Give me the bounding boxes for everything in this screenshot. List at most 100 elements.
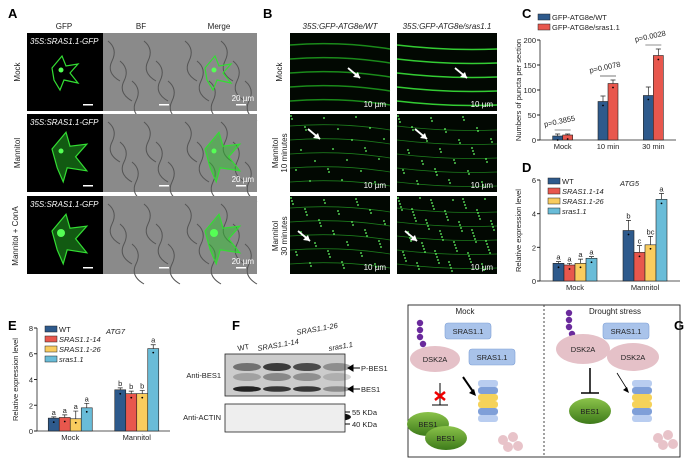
puncta — [351, 139, 353, 141]
cell-outline — [119, 141, 133, 183]
puncta — [483, 269, 485, 271]
error-bar — [578, 258, 583, 264]
puncta — [401, 209, 403, 211]
data-point — [627, 233, 630, 236]
cell-outline — [119, 60, 133, 102]
puncta — [327, 168, 329, 170]
scale-bar — [159, 185, 169, 187]
y-axis-label: Relative expression level — [514, 189, 523, 272]
puncta — [383, 138, 385, 140]
protein-label: SRAS1.1 — [477, 353, 508, 362]
p-value: p=0.0078 — [589, 60, 622, 75]
data-point — [647, 98, 650, 101]
ubiquitin-chain — [416, 326, 424, 334]
puncta — [451, 270, 453, 272]
cell-outline — [184, 203, 198, 245]
puncta — [470, 261, 472, 263]
puncta — [486, 243, 488, 245]
y-tick-label: 50 — [528, 111, 536, 120]
bar — [622, 230, 635, 282]
legend-label: SRAS1.1-14 — [59, 335, 101, 344]
panel-label: C — [522, 6, 532, 21]
error-bar — [610, 79, 616, 84]
puncta — [296, 254, 298, 256]
cell-outline — [167, 243, 181, 285]
x-tick-label: Mock — [554, 142, 572, 151]
ubiquitin-chain — [565, 309, 573, 317]
x-tick-label: 30 min — [642, 142, 665, 151]
puncta — [432, 205, 434, 207]
data-point — [649, 247, 652, 250]
x-tick-label: Mock — [61, 433, 79, 442]
arrow-icon — [347, 364, 360, 393]
puncta — [454, 244, 456, 246]
cell-wall — [289, 56, 391, 64]
arrow-icon — [460, 72, 467, 78]
error-bar — [139, 390, 145, 394]
puncta — [453, 241, 455, 243]
data-point — [638, 255, 641, 258]
lane-label: sras1.1 — [328, 340, 354, 353]
puncta — [384, 223, 386, 225]
arrow-icon — [353, 72, 360, 78]
puncta — [425, 219, 427, 221]
condition-title: Mock — [455, 307, 475, 316]
construct-label: 35S:SRAS1.1-GFP — [30, 200, 99, 209]
puncta — [411, 208, 413, 210]
cell-wall — [396, 72, 498, 79]
puncta — [405, 260, 407, 262]
gfp-cell — [51, 212, 89, 266]
puncta — [424, 251, 426, 253]
bar — [69, 418, 82, 432]
puncta — [355, 198, 357, 200]
puncta — [369, 127, 371, 129]
puncta — [486, 161, 488, 163]
bar — [58, 417, 71, 432]
arrow-icon — [462, 376, 475, 394]
puncta — [428, 228, 430, 230]
data-point — [612, 86, 614, 89]
dsk2a-protein — [410, 346, 460, 372]
puncta — [421, 160, 423, 162]
cell-wall — [289, 98, 391, 106]
puncta — [361, 255, 363, 257]
micrograph — [27, 196, 104, 274]
data-point — [85, 410, 88, 413]
puncta — [351, 221, 353, 223]
puncta — [292, 203, 294, 205]
puncta — [413, 214, 415, 216]
puncta — [341, 261, 343, 263]
error-bar — [648, 236, 653, 245]
puncta — [422, 163, 424, 165]
proteasome-ring — [632, 415, 652, 422]
scale-bar — [236, 267, 246, 269]
puncta — [431, 120, 433, 122]
puncta — [434, 168, 436, 170]
puncta — [484, 198, 486, 200]
data-point — [556, 139, 559, 141]
significance-letter: a — [659, 184, 664, 193]
puncta — [445, 131, 447, 133]
puncta — [304, 208, 306, 210]
puncta — [472, 150, 474, 152]
protein-label: DSK2A — [571, 345, 596, 354]
puncta — [378, 158, 380, 160]
puncta — [450, 267, 452, 269]
protein-label: DSK2A — [423, 355, 448, 364]
puncta — [300, 149, 302, 151]
puncta — [453, 159, 455, 161]
column-header: 35S:GFP-ATG8e/sras1.1 — [403, 22, 492, 31]
data-point — [602, 104, 604, 107]
x-tick-label: Mannitol — [123, 433, 152, 442]
scale-bar — [83, 185, 93, 187]
micrograph — [180, 196, 257, 274]
legend-swatch — [44, 345, 58, 353]
column-header: BF — [136, 22, 146, 31]
gfp-cell — [51, 130, 89, 184]
puncta — [485, 240, 487, 242]
arrow-icon — [303, 235, 310, 241]
band-bes1 — [233, 386, 261, 392]
puncta — [380, 246, 382, 248]
puncta — [346, 159, 348, 161]
